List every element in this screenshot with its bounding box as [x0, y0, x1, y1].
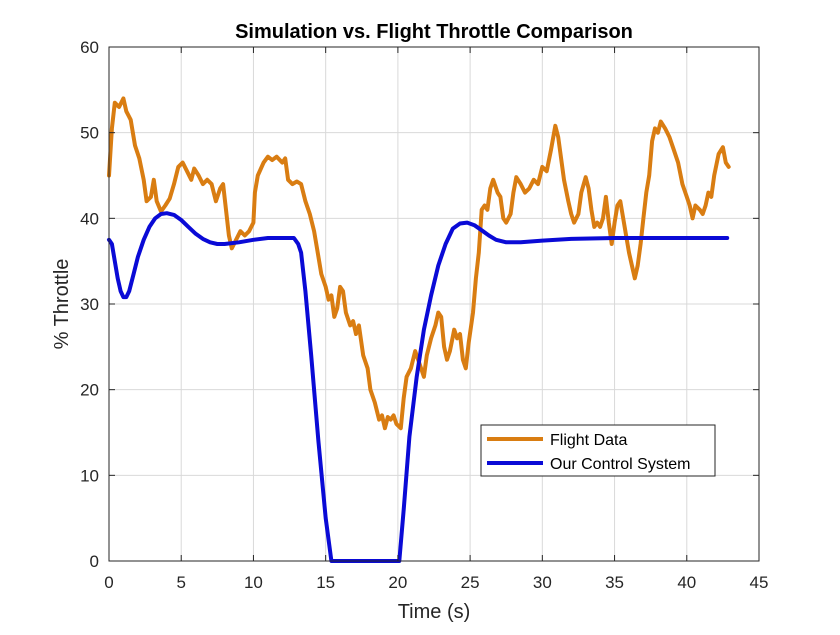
legend-box [480, 424, 716, 477]
y-tick-label: 0 [90, 552, 99, 571]
y-tick-label: 30 [80, 295, 99, 314]
x-tick-label: 15 [316, 573, 335, 592]
series-layer [107, 96, 731, 563]
grid-lines [109, 47, 759, 561]
y-tick-label: 60 [80, 38, 99, 57]
x-tick-label: 45 [750, 573, 769, 592]
y-tick-label: 50 [80, 124, 99, 143]
x-tick-label: 35 [605, 573, 624, 592]
x-tick-label: 10 [244, 573, 263, 592]
x-tick-label: 20 [388, 573, 407, 592]
x-tick-label: 30 [533, 573, 552, 592]
legend: Flight Data Our Control System [480, 424, 716, 477]
y-axis-label: % Throttle [51, 259, 73, 350]
y-tick-label: 40 [80, 209, 99, 228]
legend-label-control-system: Our Control System [550, 456, 690, 473]
y-tick-label: 20 [80, 381, 99, 400]
control-system-line [107, 211, 730, 563]
legend-label-flight-data: Flight Data [550, 432, 627, 449]
x-tick-label: 5 [176, 573, 185, 592]
flight-data-line [107, 96, 731, 431]
x-tick-label: 40 [677, 573, 696, 592]
x-axis-label: Time (s) [398, 601, 471, 623]
y-tick-label: 10 [80, 466, 99, 485]
x-tick-label: 0 [104, 573, 113, 592]
axis-ticks: 0 5 10 15 20 25 30 35 40 45 0 10 20 30 40 50 60 [80, 38, 768, 592]
chart-title: Simulation vs. Flight Throttle Compariso… [235, 21, 633, 43]
x-tick-label: 25 [461, 573, 480, 592]
